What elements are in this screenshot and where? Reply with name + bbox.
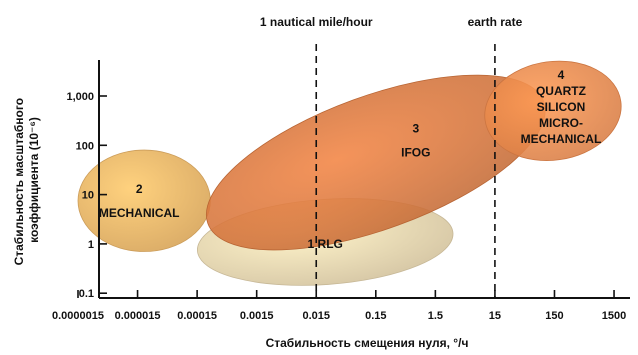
reference-lines-layer: 1 nautical mile/hour earth rate xyxy=(260,15,523,298)
y-tick-label-1: 1 xyxy=(88,239,94,251)
x-tick-label-1: 0.000015 xyxy=(115,310,161,322)
x-tick-label-2: 0.00015 xyxy=(177,310,217,322)
ticks-layer: 0.0000015 0.000015 0.00015 0.0015 0.015 0.15 1… xyxy=(52,91,626,322)
region-name-ifog-line-1: IFOG xyxy=(401,146,430,160)
region-number-mechanical: 2 xyxy=(136,182,143,196)
x-tick-label-4: 0.015 xyxy=(302,310,330,322)
axes-layer xyxy=(98,60,630,299)
x-tick-label-7: 15 xyxy=(489,310,501,322)
region-mechanical xyxy=(77,149,211,252)
region-labels-layer: 1 RLG 2 MECHANICAL 3 IFOG 4 QUARTZ SILICON MICRO… xyxy=(99,68,601,251)
y-tick-label-4: 1,000 xyxy=(66,91,94,103)
region-quartz xyxy=(484,60,622,161)
region-label-rlg: 1 RLG xyxy=(308,237,343,251)
x-tick-label-3: 0.0015 xyxy=(240,310,274,322)
x-tick-label-6: 1.5 xyxy=(428,310,443,322)
y-tick-label-3: 100 xyxy=(76,140,94,152)
region-number-quartz: 4 xyxy=(558,68,565,82)
region-name-rlg: RLG xyxy=(318,237,343,251)
reference-line-label-1: earth rate xyxy=(468,15,523,29)
x-tick-label-5: 0.15 xyxy=(365,310,386,322)
y-axis-title: Стабильность масштабного коэффициента (1… xyxy=(12,95,41,266)
reference-line-label-0: 1 nautical mile/hour xyxy=(260,15,373,29)
y-tick-label-0: 0.1 xyxy=(79,288,94,300)
region-name-quartz-line-3: MICRO- xyxy=(539,116,583,130)
x-tick-label-9: 1500 xyxy=(602,310,626,322)
region-name-quartz-line-2: SILICON xyxy=(537,100,586,114)
y-tick-label-2: 10 xyxy=(82,190,94,202)
regions-layer xyxy=(77,60,622,286)
y-axis-title-line-1: Стабильность масштабного xyxy=(12,98,26,265)
x-tick-label-8: 150 xyxy=(545,310,563,322)
region-name-quartz-line-1: QUARTZ xyxy=(536,84,586,98)
y-axis-title-line-2: коэффициента (10⁻⁶) xyxy=(27,117,41,243)
region-name-quartz-line-4: MECHANICAL xyxy=(521,132,602,146)
x-axis-title: Стабильность смещения нуля, °/ч xyxy=(266,336,469,350)
region-number-ifog: 3 xyxy=(412,122,419,136)
x-tick-label-0: 0.0000015 xyxy=(52,310,104,322)
region-name-mechanical-line-1: MECHANICAL xyxy=(99,206,180,220)
region-number-rlg: 1 xyxy=(308,237,318,251)
